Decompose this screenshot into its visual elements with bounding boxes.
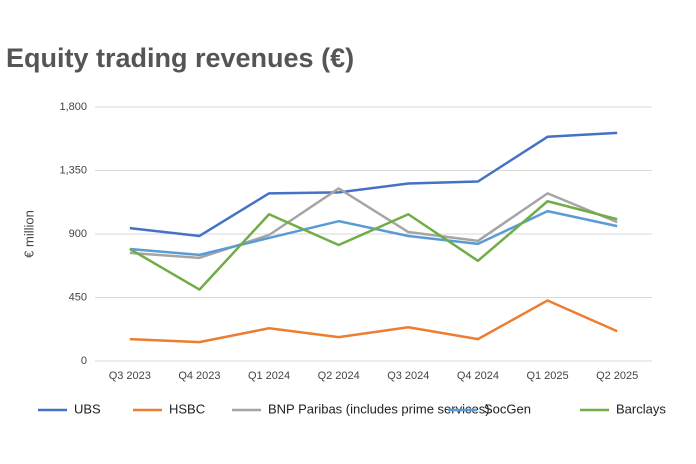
data-line: [129, 131, 618, 238]
data-line: [129, 299, 618, 344]
x-tick-label: Q1 2025: [526, 370, 568, 382]
x-tick-label: Q1 2024: [248, 370, 290, 382]
y-tick-label: 450: [69, 291, 87, 303]
x-tick-label: Q4 2023: [178, 370, 220, 382]
x-tick-label: Q3 2023: [109, 370, 151, 382]
y-tick-label: 900: [69, 228, 87, 240]
legend-label: HSBC: [169, 401, 205, 416]
x-tick-label: Q4 2024: [457, 370, 499, 382]
data-line: [129, 187, 618, 260]
x-tick-label: Q3 2024: [387, 370, 429, 382]
chart-title: Equity trading revenues (€): [6, 43, 354, 73]
legend-label: SocGen: [484, 401, 531, 416]
x-tick-label: Q2 2025: [596, 370, 638, 382]
data-line: [129, 200, 618, 291]
y-axis-label: € million: [21, 210, 36, 258]
y-tick-label: 1,350: [59, 164, 87, 176]
x-tick-label: Q2 2024: [318, 370, 360, 382]
y-tick-label: 0: [81, 355, 87, 367]
y-tick-label: 1,800: [59, 101, 87, 113]
legend-label: BNP Paribas (includes prime services): [268, 401, 490, 416]
legend-label: UBS: [74, 401, 101, 416]
legend-label: Barclays: [616, 401, 666, 416]
